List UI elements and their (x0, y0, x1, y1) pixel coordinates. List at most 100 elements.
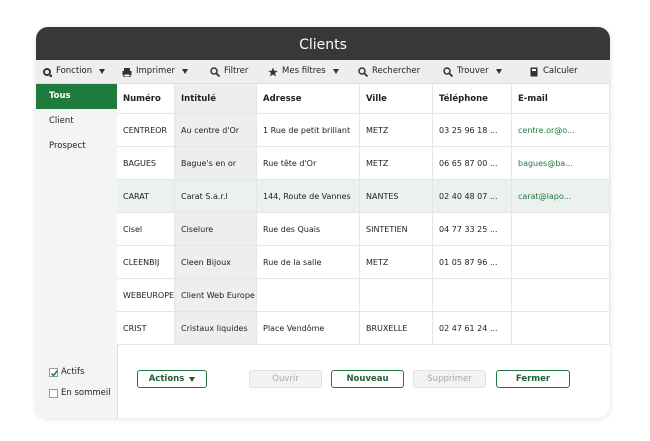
checkbox-label: En sommeil (61, 388, 111, 398)
table-cell[interactable]: centre.or@o... (512, 114, 610, 147)
button: Supprimer (413, 370, 486, 388)
table-cell[interactable]: WEBEUROPE (117, 279, 175, 312)
empty-cell[interactable] (512, 213, 610, 246)
column-header[interactable]: Téléphone (433, 84, 512, 114)
sidebar: Tous Client Prospect Actifs En sommeil (36, 84, 118, 418)
icon (530, 67, 538, 76)
button-label: Nouveau (346, 374, 389, 384)
dropdown-arrow (182, 69, 189, 74)
table-cell[interactable]: Rue de la salle (257, 246, 360, 279)
dropdown-arrow (332, 69, 339, 74)
empty-cell[interactable] (257, 279, 360, 312)
button-label: Supprimer (427, 374, 472, 384)
table-cell[interactable]: Cisel (117, 213, 175, 246)
column-header[interactable]: Adresse (257, 84, 360, 114)
column-header[interactable]: Ville (360, 84, 433, 114)
column-header[interactable]: Numéro (117, 84, 175, 114)
table-cell[interactable]: bagues@ba... (512, 147, 610, 180)
icon (122, 67, 132, 77)
filter-item[interactable]: Prospect (49, 141, 86, 151)
window-title: Clients (36, 27, 610, 60)
table-cell[interactable]: CRIST (117, 312, 175, 345)
column-header[interactable]: E-mail (512, 84, 610, 114)
table-cell[interactable]: Client Web Europe (175, 279, 257, 312)
icon (43, 67, 52, 77)
table-cell[interactable]: 02 40 48 07 ... (433, 180, 512, 213)
table-cell[interactable]: BAGUES (117, 147, 175, 180)
empty-cell[interactable] (433, 279, 512, 312)
table-cell[interactable]: METZ (360, 246, 433, 279)
toolbar-button[interactable]: Imprimer (122, 60, 189, 83)
table-cell[interactable]: Cristaux liquides (175, 312, 257, 345)
icon (268, 67, 278, 76)
toolbar-label: Rechercher (372, 66, 421, 76)
table-cell[interactable]: CENTREOR (117, 114, 175, 147)
icon (358, 66, 368, 77)
table-cell[interactable]: 03 25 96 18 ... (433, 114, 512, 147)
toolbar-label: Fonction (56, 66, 93, 76)
toolbar-label: Trouver (457, 66, 489, 76)
button: Ouvrir (249, 370, 322, 388)
filter-item[interactable]: Client (49, 116, 74, 126)
column-header[interactable]: Intitulé (175, 84, 257, 114)
empty-cell[interactable] (512, 279, 610, 312)
toolbar-button[interactable]: Mes filtres (268, 60, 339, 83)
table-cell[interactable]: BRUXELLE (360, 312, 433, 345)
table-cell[interactable]: 1 Rue de petit brillant (257, 114, 360, 147)
table-cell[interactable]: Place Vendôme (257, 312, 360, 345)
table-cell[interactable]: METZ (360, 147, 433, 180)
empty-cell[interactable] (512, 312, 610, 345)
table-cell[interactable]: 02 47 61 24 ... (433, 312, 512, 345)
toolbar-button[interactable]: Fonction (42, 60, 106, 83)
toolbar-label: Calculer (543, 66, 578, 76)
checkbox[interactable]: Actifs (49, 367, 84, 377)
table-cell[interactable]: 144, Route de Vannes (257, 180, 360, 213)
button[interactable]: Fermer (496, 370, 570, 388)
table-cell[interactable]: 04 77 33 25 ... (433, 213, 512, 246)
toolbar-button[interactable]: Trouver (443, 60, 502, 83)
table-cell[interactable]: METZ (360, 114, 433, 147)
dropdown-arrow (495, 69, 502, 74)
toolbar-label: Imprimer (136, 66, 176, 76)
table-cell[interactable]: Bague's en or (175, 147, 257, 180)
checkbox-box (49, 388, 58, 398)
icon (443, 66, 453, 77)
table-cell[interactable]: Ciselure (175, 213, 257, 246)
window: Clients Fonction Imprimer Filtrer Mes filtr… (36, 27, 610, 418)
table-cell[interactable]: CLEENBIJ (117, 246, 175, 279)
button[interactable]: Nouveau (331, 370, 404, 388)
checkbox-label: Actifs (61, 367, 85, 377)
empty-cell[interactable] (512, 246, 610, 279)
toolbar-button[interactable]: Rechercher (358, 60, 420, 83)
check-mark (50, 369, 59, 377)
button[interactable]: Actions (137, 370, 207, 388)
table-cell[interactable]: 01 05 87 96 ... (433, 246, 512, 279)
toolbar-label: Mes filtres (282, 66, 326, 76)
toolbar-button[interactable]: Calculer (529, 60, 578, 83)
button-label: Actions (148, 374, 185, 384)
dropdown-arrow (189, 376, 196, 382)
table-cell[interactable]: Cleen Bijoux (175, 246, 257, 279)
table-cell[interactable]: NANTES (360, 180, 433, 213)
filter-item[interactable]: Tous (36, 84, 117, 109)
table-cell[interactable]: carat@lapo... (512, 180, 610, 213)
checkbox-box (49, 367, 59, 377)
toolbar: Fonction Imprimer Filtrer Mes filtres Recher… (36, 60, 610, 84)
table-cell[interactable]: CARAT (117, 180, 175, 213)
table-cell[interactable]: SINTETIEN (360, 213, 433, 246)
table: Numéro Intitulé Adresse Ville Téléphone E-mai… (117, 84, 610, 348)
dropdown-arrow (99, 69, 106, 74)
icon (210, 66, 220, 77)
table-cell[interactable]: Rue tête d'Or (257, 147, 360, 180)
empty-cell[interactable] (360, 279, 433, 312)
toolbar-label: Filtrer (224, 66, 249, 76)
checkbox[interactable]: En sommeil (49, 388, 111, 398)
table-cell[interactable]: Rue des Quais (257, 213, 360, 246)
button-label: Fermer (515, 374, 551, 384)
button-label: Ouvrir (272, 374, 299, 384)
table-cell[interactable]: Au centre d'Or (175, 114, 257, 147)
table-cell[interactable]: 06 65 87 00 ... (433, 147, 512, 180)
toolbar-button[interactable]: Filtrer (210, 60, 248, 83)
table-cell[interactable]: Carat S.a.r.l (175, 180, 257, 213)
